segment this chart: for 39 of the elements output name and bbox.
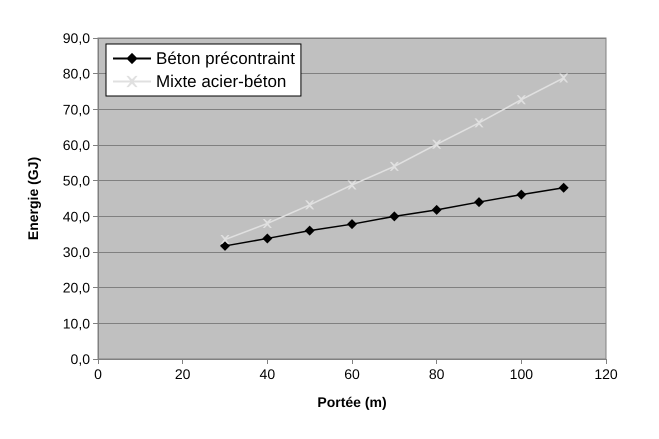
y-tick-label: 50,0 (62, 172, 90, 189)
point (348, 180, 356, 190)
y-tick-label: 0,0 (70, 351, 90, 367)
legend-label: Mixte acier-béton (156, 72, 286, 91)
point (262, 218, 272, 228)
point (558, 182, 569, 193)
point (516, 190, 526, 200)
point (347, 219, 357, 230)
x-tick-label: 0 (94, 366, 102, 382)
point (389, 211, 400, 222)
y-tick-label: 40,0 (62, 208, 90, 224)
point (432, 204, 442, 215)
y-axis-title: Energie (GJ) (25, 156, 41, 240)
y-tick-label: 70,0 (62, 101, 90, 118)
point (432, 140, 442, 149)
y-tick-label: 30,0 (62, 244, 90, 260)
point (516, 95, 526, 104)
x-tick-label: 60 (344, 366, 360, 382)
x-tick-label: 20 (174, 366, 191, 382)
y-tick-label: 20,0 (62, 280, 90, 296)
y-tick-label: 10,0 (62, 315, 90, 332)
x-tick-label: 100 (510, 366, 534, 382)
point (305, 200, 314, 210)
point (390, 162, 399, 171)
point (220, 235, 230, 244)
y-tick-label: 80,0 (62, 66, 90, 82)
point (220, 240, 230, 251)
point (474, 118, 484, 128)
point (474, 197, 484, 208)
x-axis-title: Portée (m) (317, 394, 387, 410)
x-tick-label: 120 (594, 366, 618, 382)
x-tick-label: 80 (428, 366, 445, 382)
legend-label: Béton précontraint (156, 49, 296, 68)
y-tick-label: 60,0 (62, 137, 90, 153)
y-tick-label: 90,0 (62, 30, 90, 46)
point (262, 233, 272, 244)
point (559, 73, 568, 82)
x-tick-label: 40 (260, 366, 276, 382)
point (304, 226, 315, 236)
